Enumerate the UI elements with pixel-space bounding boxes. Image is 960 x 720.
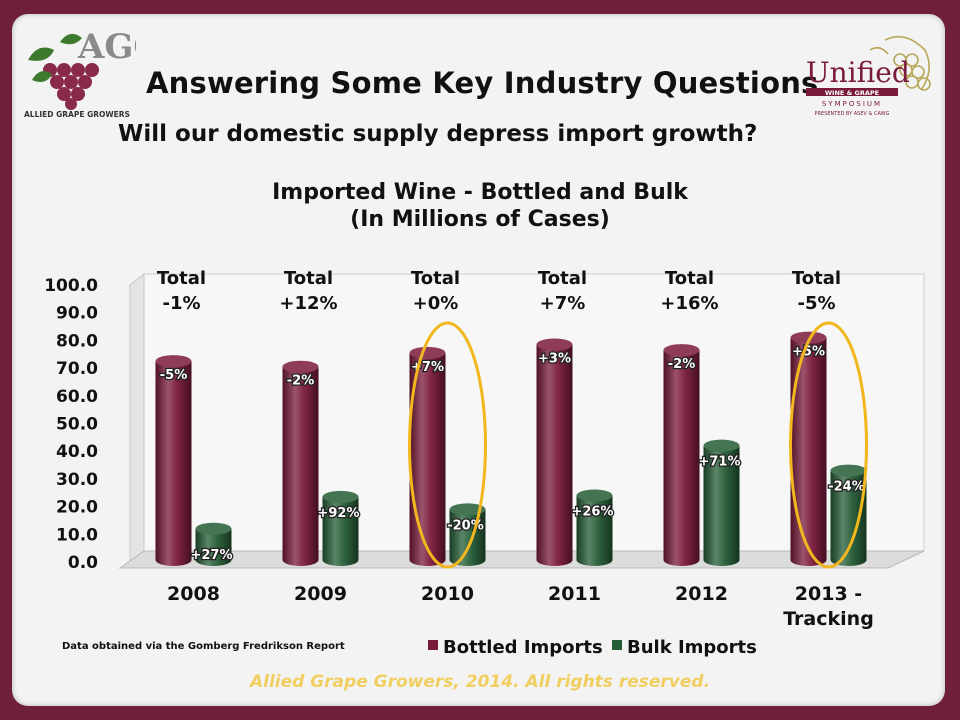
bar-change-label: +27%: [190, 548, 232, 563]
total-value: +7%: [540, 293, 586, 314]
total-label: Total: [538, 268, 587, 289]
bar-bulk: [703, 445, 740, 566]
bar-bottled: [536, 344, 573, 566]
unified-line1: WINE & GRAPE: [825, 89, 879, 97]
bar-change-label: -24%: [828, 480, 865, 495]
y-tick-label: 100.0: [44, 276, 98, 296]
bar-bottled: [663, 350, 700, 566]
unified-wordmark: Unified: [806, 56, 910, 89]
source-note: Data obtained via the Gomberg Fredrikson…: [62, 641, 345, 652]
bar-cap-bottled: [155, 355, 192, 368]
bar-change-label: +26%: [571, 505, 613, 520]
bar-change-label: -2%: [668, 357, 695, 372]
x-category-label: 2012: [675, 583, 728, 605]
bar-cap-bottled: [536, 338, 573, 351]
chart-side-wall: [129, 272, 145, 564]
bar-cap-bulk: [322, 490, 359, 503]
bar-cap-bottled: [790, 331, 827, 344]
bar-cap-bottled: [663, 344, 700, 357]
bar-change-label: +71%: [698, 455, 740, 470]
bar-bulk: [830, 470, 867, 566]
legend-swatch-bottled: [428, 640, 438, 650]
total-value: -5%: [797, 293, 835, 314]
legend-label-bottled: Bottled Imports: [443, 637, 603, 658]
bar-change-label: -5%: [160, 368, 187, 383]
bar-bulk: [576, 495, 613, 566]
total-label: Total: [284, 268, 333, 289]
legend-label-bulk: Bulk Imports: [627, 637, 757, 658]
chart-title-line1: Imported Wine - Bottled and Bulk: [272, 180, 689, 205]
footer-copyright: Allied Grape Growers, 2014. All rights r…: [249, 672, 711, 692]
bar-change-label: -2%: [287, 374, 314, 389]
x-category-label: Tracking: [783, 608, 874, 630]
bar-cap-bulk: [449, 503, 486, 516]
bar-bulk: [195, 528, 232, 566]
y-tick-label: 50.0: [56, 415, 98, 435]
total-label: Total: [411, 268, 460, 289]
logo-name: ALLIED GRAPE GROWERS: [24, 110, 130, 119]
bar-bottled: [409, 352, 446, 566]
x-category-label: 2011: [548, 583, 601, 605]
total-label: Total: [792, 268, 841, 289]
bar-cap-bulk: [703, 439, 740, 452]
bar-cap-bottled: [409, 346, 446, 359]
page-title: Answering Some Key Industry Questions: [146, 66, 819, 100]
y-tick-label: 40.0: [56, 442, 98, 462]
y-tick-label: 0.0: [68, 553, 98, 573]
bar-cap-bulk: [830, 464, 867, 477]
chart-title-line2: (In Millions of Cases): [350, 207, 610, 232]
bar-bottled: [155, 361, 192, 566]
bar-change-label: +5%: [792, 345, 825, 360]
y-tick-label: 90.0: [56, 304, 98, 324]
y-tick-label: 70.0: [56, 359, 98, 379]
bar-change-label: +3%: [538, 352, 571, 367]
total-label: Total: [665, 268, 714, 289]
bar-cap-bottled: [282, 360, 319, 373]
page-subtitle: Will our domestic supply depress import …: [118, 121, 758, 147]
highlight-ellipse: [789, 321, 868, 569]
total-label: Total: [157, 268, 206, 289]
unified-line2: SYMPOSIUM: [822, 100, 882, 108]
y-tick-label: 60.0: [56, 387, 98, 407]
allied-grape-growers-logo: AGG ALLIED GRAPE GROWERS: [24, 27, 136, 119]
highlight-ellipse: [408, 321, 487, 569]
bar-cap-bulk: [195, 522, 232, 535]
unified-line3: PRESENTED BY ASEV & CAWG: [815, 111, 890, 117]
y-tick-label: 20.0: [56, 498, 98, 518]
y-tick-label: 30.0: [56, 470, 98, 490]
bar-bottled: [282, 366, 319, 566]
x-category-label: 2009: [294, 583, 347, 605]
bar-cap-bulk: [576, 489, 613, 502]
bar-bottled: [790, 337, 827, 566]
bar-bulk: [322, 496, 359, 566]
total-value: +16%: [660, 293, 718, 314]
unified-symposium-logo: Unified WINE & GRAPE SYMPOSIUM PRESENTED…: [806, 35, 931, 117]
y-tick-label: 10.0: [56, 525, 98, 545]
x-category-label: 2008: [167, 583, 220, 605]
bar-change-label: +92%: [317, 506, 359, 521]
x-category-label: 2013 -: [795, 583, 862, 605]
logo-letters: AGG: [77, 27, 136, 67]
total-value: -1%: [162, 293, 200, 314]
legend-swatch-bulk: [612, 640, 622, 650]
total-value: +0%: [413, 293, 459, 314]
y-tick-label: 80.0: [56, 331, 98, 351]
x-category-label: 2010: [421, 583, 474, 605]
total-value: +12%: [279, 293, 337, 314]
